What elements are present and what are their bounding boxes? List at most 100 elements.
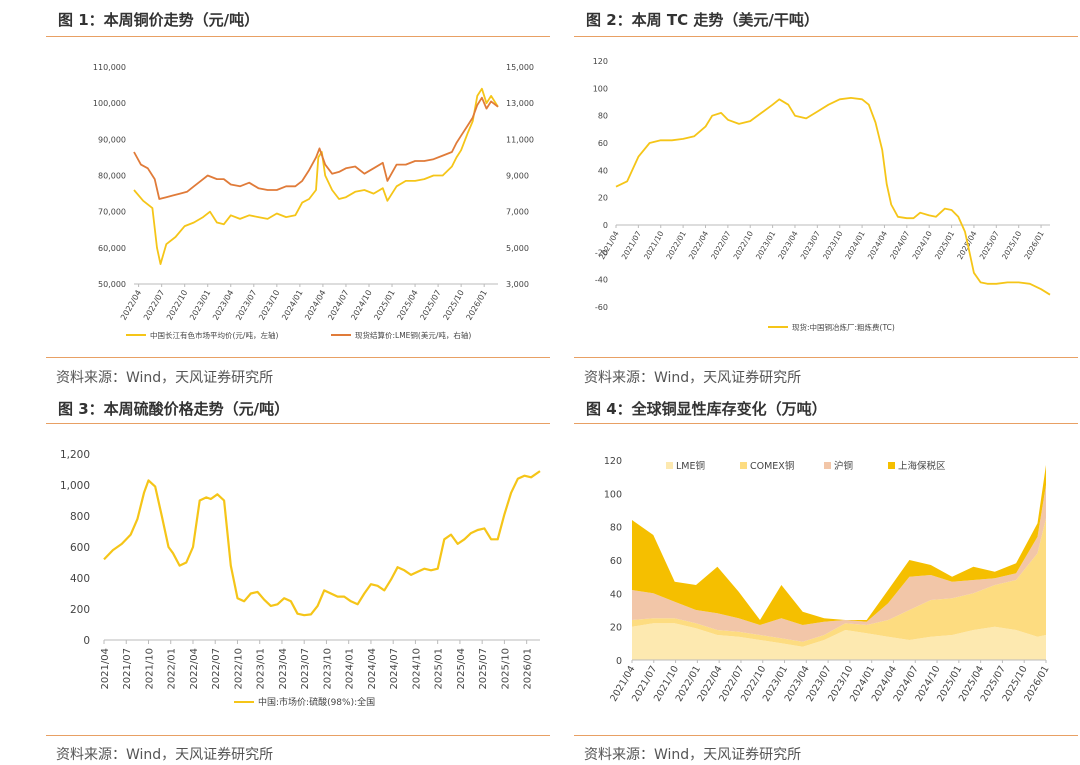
x-tick-label: 2025/10 [500,648,511,690]
y-tick-label: 60 [610,556,622,567]
copper-price-chart: 50,000 60,000 70,000 80,000 90,000 100,000 110… [93,63,534,340]
y-tick-label: 100 [593,84,608,93]
x-tick-label: 2023/01 [188,289,212,322]
x-tick-label: 2024/07 [389,648,400,690]
x-tick-label: 2021/04 [100,648,111,690]
legend-label: 现货:中国铜冶炼厂:粗炼费(TC) [792,322,895,332]
x-tick-label: 2023/07 [799,229,822,261]
x-tick-label: 2024/07 [888,229,911,261]
sulfuric-acid-chart: 0 200 400 600 800 1,000 1,200 2021/04 2021/07 202… [60,449,541,708]
x-tick-label: 2023/07 [300,648,311,690]
y-tick-label: 20 [598,194,608,203]
series-line [133,87,499,265]
y-right-tick-label: 3,000 [506,280,529,289]
x-tick-label: 2026/01 [464,289,488,322]
x-tick-label: 2024/10 [349,289,373,322]
source-note: 资料来源：Wind，天风证券研究所 [56,747,274,763]
legend-label: 沪铜 [834,460,853,472]
source-note: 资料来源：Wind，天风证券研究所 [584,370,802,386]
legend-label: LME铜 [676,460,705,472]
source-note: 资料来源：Wind，天风证券研究所 [56,370,274,386]
y-tick-label: 600 [70,542,90,554]
panel-title: 图 1：本周铜价走势（元/吨） [58,11,260,29]
area-series [632,623,1046,660]
y-right-tick-label: 13,000 [506,99,534,108]
y-tick-label: 1,200 [60,449,90,461]
legend-swatch [740,462,747,469]
x-tick-label: 2021/10 [144,648,155,690]
x-tick-label: 2022/07 [211,648,222,690]
panel-title: 图 4：全球铜显性库存变化（万吨） [586,400,827,418]
x-tick-label: 2021/07 [620,229,643,261]
x-tick-label: 2023/01 [754,229,777,261]
x-tick-label: 2022/04 [119,289,143,322]
y-tick-label: 0 [603,221,608,230]
x-tick-label: 2022/10 [165,289,189,322]
y-tick-label: -60 [595,303,608,312]
legend-label: 中国:市场价:硫酸(98%):全国 [258,696,375,708]
legend-swatch [824,462,831,469]
legend-swatch [666,462,673,469]
y-right-tick-label: 7,000 [506,208,529,217]
y-tick-label: 400 [70,573,90,585]
y-tick-label: 120 [593,57,608,66]
y-left-tick-label: 100,000 [93,99,126,108]
x-tick-label: 2023/01 [256,648,267,690]
y-tick-label: 1,000 [60,480,90,492]
y-tick-label: 60 [598,139,608,148]
x-tick-label: 2025/01 [434,648,445,690]
x-tick-label: 2022/07 [709,229,732,261]
x-tick-label: 2023/04 [211,289,235,322]
y-tick-label: 80 [598,112,608,121]
x-tick-label: 2025/07 [478,648,489,690]
panel-divider [46,357,550,358]
panel-divider [46,423,550,424]
source-note: 资料来源：Wind，天风证券研究所 [584,747,802,763]
series-line [133,96,499,200]
x-tick-label: 2025/04 [395,289,419,322]
x-tick-label: 2023/07 [234,289,258,322]
x-tick-label: 2023/04 [776,229,799,261]
panel-sulfuric-acid: 图 3：本周硫酸价格走势（元/吨） 0 200 400 600 800 1,000 1,20… [46,389,550,765]
tc-chart: -60-40-200204060801001202021/042021/0720… [593,57,1051,332]
y-left-tick-label: 90,000 [98,135,126,144]
legend-label: 上海保税区 [898,460,946,472]
x-tick-label: 2023/10 [821,229,844,261]
x-tick-label: 2025/01 [372,289,396,322]
y-left-tick-label: 110,000 [93,63,126,72]
x-tick-label: 2025/07 [418,289,442,322]
y-tick-label: 0 [616,656,622,667]
area-series [632,518,1046,647]
y-right-tick-label: 5,000 [506,244,529,253]
panel-divider [46,36,550,37]
x-tick-label: 2024/04 [866,229,889,261]
panel-copper-price: 图 1：本周铜价走势（元/吨） 50,000 60,000 70,000 80,000… [46,0,550,386]
y-tick-label: 800 [70,511,90,523]
y-left-tick-label: 80,000 [98,172,126,181]
inventory-chart: 0204060801001202021/042021/072021/102022… [604,456,1052,704]
x-tick-label: 2024/07 [326,289,350,322]
x-tick-label: 2023/10 [322,648,333,690]
panel-divider [46,735,550,736]
panel-divider [574,423,1078,424]
x-tick-label: 2024/01 [843,229,866,261]
y-tick-label: 120 [604,456,622,467]
y-tick-label: -20 [595,248,608,257]
x-tick-label: 2024/04 [367,648,378,690]
x-tick-label: 2026/01 [1022,229,1045,261]
x-tick-label: 2025/04 [456,648,467,690]
y-left-tick-label: 60,000 [98,244,126,253]
x-tick-label: 2025/01 [933,229,956,261]
y-left-tick-label: 50,000 [98,280,126,289]
panel-divider [574,357,1078,358]
x-tick-label: 2021/04 [597,229,620,261]
x-tick-label: 2025/10 [1000,229,1023,261]
x-tick-label: 2025/07 [978,229,1001,261]
x-tick-label: 2024/10 [411,648,422,690]
x-tick-label: 2021/10 [642,229,665,261]
x-tick-label: 2022/04 [189,648,200,690]
y-tick-label: 40 [610,589,622,600]
x-tick-label: 2026/01 [523,648,534,690]
y-tick-label: 200 [70,604,90,616]
x-tick-label: 2022/04 [687,229,710,261]
